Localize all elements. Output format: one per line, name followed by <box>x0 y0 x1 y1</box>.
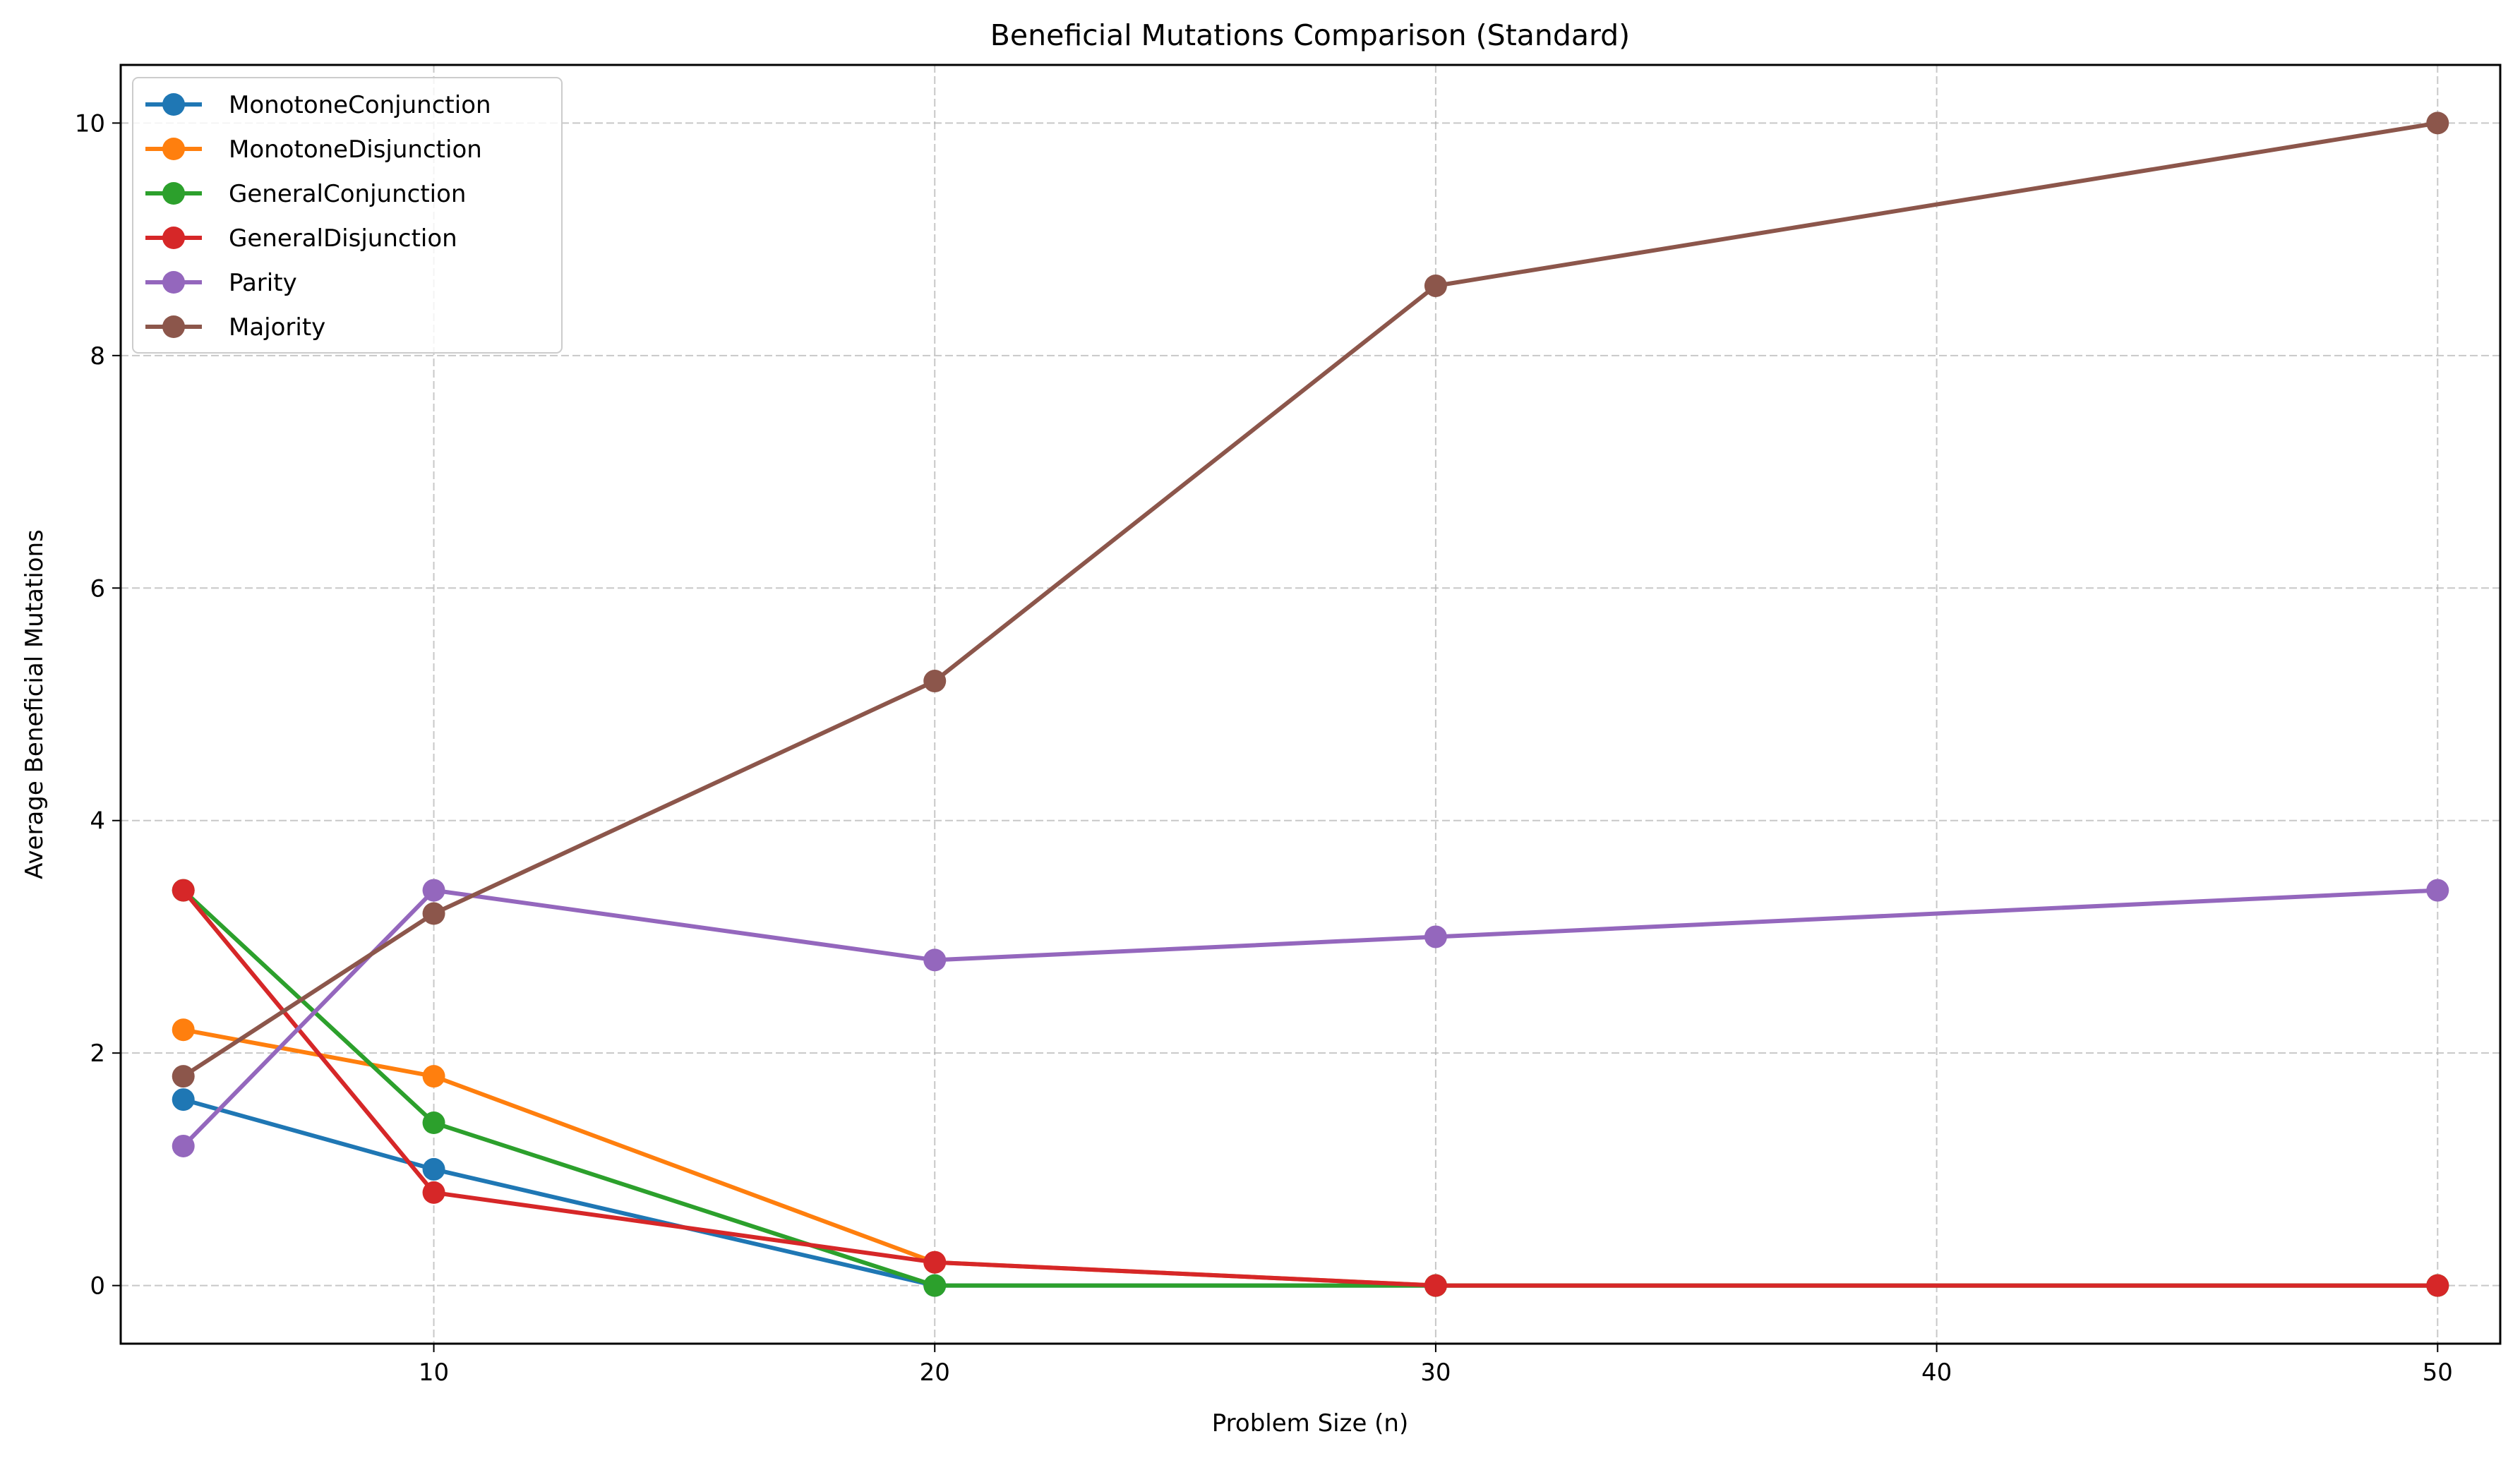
legend-label-general-disjunction: GeneralDisjunction <box>229 224 457 253</box>
data-point-parity <box>2426 879 2449 902</box>
data-point-general-conjunction <box>923 1274 947 1297</box>
x-tick-label: 40 <box>1921 1358 1952 1387</box>
x-tick-label: 10 <box>419 1358 449 1387</box>
y-tick-label: 0 <box>90 1272 105 1301</box>
y-tick-label: 6 <box>90 574 105 603</box>
legend-marker-general-conjunction <box>162 182 185 205</box>
legend-label-monotone-conjunction: MonotoneConjunction <box>229 91 491 119</box>
data-point-parity <box>172 1134 195 1157</box>
y-tick-label: 10 <box>75 109 105 138</box>
data-point-general-conjunction <box>422 1111 445 1135</box>
y-axis-ticks: 0 2 4 6 8 10 <box>75 109 121 1301</box>
x-tick-label: 30 <box>1420 1358 1451 1387</box>
data-point-parity <box>923 948 947 972</box>
legend-marker-general-disjunction <box>162 227 185 249</box>
legend-marker-monotone-disjunction <box>162 138 185 160</box>
data-point-majority <box>422 902 445 925</box>
data-point-general-disjunction <box>2426 1274 2449 1297</box>
y-tick-label: 8 <box>90 342 105 370</box>
legend-marker-monotone-conjunction <box>162 93 185 116</box>
legend-label-majority: Majority <box>229 313 325 342</box>
legend: MonotoneConjunction MonotoneDisjunction Ge… <box>132 77 563 354</box>
x-axis-title: Problem Size (n) <box>1212 1409 1409 1438</box>
data-point-monotone-conjunction <box>422 1157 445 1181</box>
y-tick-label: 4 <box>90 807 105 836</box>
grid-lines <box>121 65 2500 1344</box>
plot-frame <box>119 64 2502 1345</box>
data-point-majority <box>1424 274 1447 297</box>
y-tick-label: 2 <box>90 1040 105 1068</box>
legend-label-general-conjunction: GeneralConjunction <box>229 180 466 208</box>
data-point-majority <box>172 1065 195 1088</box>
legend-label-parity: Parity <box>229 269 297 297</box>
legend-box <box>132 77 563 354</box>
data-point-parity <box>422 879 445 902</box>
y-axis-title: Average Beneficial Mutations <box>20 529 49 879</box>
data-point-general-disjunction <box>923 1251 947 1274</box>
chart-title: Beneficial Mutations Comparison (Standar… <box>990 18 1630 52</box>
data-point-general-disjunction <box>422 1181 445 1204</box>
legend-marker-parity <box>162 271 185 294</box>
data-point-majority <box>923 670 947 693</box>
data-point-majority <box>2426 112 2449 135</box>
data-point-parity <box>1424 925 1447 948</box>
data-point-monotone-disjunction <box>422 1065 445 1088</box>
data-point-general-disjunction <box>1424 1274 1447 1297</box>
data-point-monotone-conjunction <box>172 1088 195 1111</box>
legend-marker-majority <box>162 315 185 338</box>
x-tick-label: 20 <box>920 1358 950 1387</box>
x-axis-ticks: 10 20 30 40 50 <box>419 1344 2453 1387</box>
data-point-general-disjunction <box>172 879 195 902</box>
x-tick-label: 50 <box>2423 1358 2453 1387</box>
series-lines <box>172 112 2449 1297</box>
data-point-monotone-disjunction <box>172 1018 195 1042</box>
legend-label-monotone-disjunction: MonotoneDisjunction <box>229 135 482 164</box>
